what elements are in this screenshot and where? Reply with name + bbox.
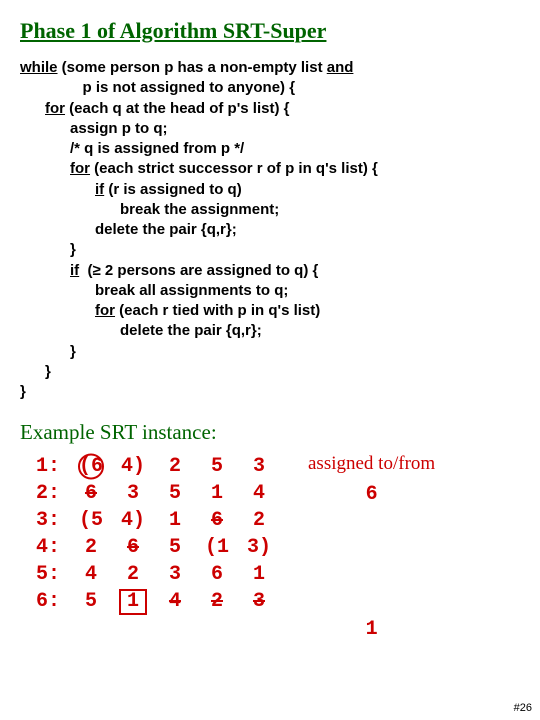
pref-cell: 4 (70, 561, 112, 588)
pref-cell: 3 (238, 453, 280, 480)
assignment-block: assigned to/from 6 1 (308, 453, 435, 643)
pref-cell: 5 (70, 588, 112, 615)
pref-cell: 3 (154, 561, 196, 588)
assignment-value: 6 (308, 481, 435, 508)
pref-cell: 3) (238, 534, 280, 561)
pref-cell: 5 (196, 453, 238, 480)
pref-cell: 2 (196, 588, 238, 615)
code-line: delete the pair {q,r}; (20, 321, 520, 341)
code-line: delete the pair {q,r}; (20, 220, 520, 240)
slide-number: #26 (514, 702, 532, 714)
code-line: assign p to q; (20, 119, 520, 139)
table-row: 4: 265(13) (20, 534, 280, 561)
pref-cell: 3 (112, 480, 154, 507)
pref-cell: 1 (238, 561, 280, 588)
assignment-values: 6 1 (308, 481, 435, 643)
pref-cell: 5 (154, 534, 196, 561)
example-area: 1:(64)2532:635143:(54)1624:265(13)5:4236… (20, 453, 520, 643)
table-row: 2: 63514 (20, 480, 280, 507)
code-line: break all assignments to q; (20, 281, 520, 301)
table-row: 3: (54)162 (20, 507, 280, 534)
pref-cell: (5 (70, 507, 112, 534)
pref-cell: 3 (238, 588, 280, 615)
pref-cell: 4 (238, 480, 280, 507)
code-line: while (some person p has a non-empty lis… (20, 58, 520, 78)
code-line: } (20, 240, 520, 260)
pref-cell: 6 (112, 534, 154, 561)
pref-cell: 4) (112, 507, 154, 534)
pref-cell: (6 (70, 453, 112, 480)
pref-cell: 2 (112, 561, 154, 588)
code-line: for (each r tied with p in q's list) (20, 301, 520, 321)
row-label: 6: (20, 588, 60, 615)
pref-cell: 5 (154, 480, 196, 507)
code-line: } (20, 362, 520, 382)
table-row: 6: 51423 (20, 588, 280, 615)
code-line: for (each strict successor r of p in q's… (20, 159, 520, 179)
table-row: 1: (64)253 (20, 453, 280, 480)
code-line: if (≥ 2 persons are assigned to q) { (20, 261, 520, 281)
assignment-value (308, 589, 435, 616)
table-row: 5: 42361 (20, 561, 280, 588)
pref-cell: 1 (154, 507, 196, 534)
pref-cell: (1 (196, 534, 238, 561)
assignment-value: 1 (308, 616, 435, 643)
assignment-value (308, 562, 435, 589)
code-line: for (each q at the head of p's list) { (20, 99, 520, 119)
pref-cell: 1 (112, 588, 154, 615)
row-label: 1: (20, 453, 60, 480)
assignment-value (308, 508, 435, 535)
code-line: p is not assigned to anyone) { (20, 78, 520, 98)
example-title: Example SRT instance: (20, 420, 520, 445)
pref-cell: 2 (70, 534, 112, 561)
page-title: Phase 1 of Algorithm SRT-Super (20, 18, 520, 44)
pref-cell: 6 (196, 507, 238, 534)
row-label: 3: (20, 507, 60, 534)
pref-cell: 1 (196, 480, 238, 507)
pref-cell: 6 (196, 561, 238, 588)
code-line: } (20, 382, 520, 402)
assignment-header: assigned to/from (308, 453, 435, 475)
code-line: /* q is assigned from p */ (20, 139, 520, 159)
pref-cell: 2 (238, 507, 280, 534)
pseudocode-block: while (some person p has a non-empty lis… (20, 58, 520, 402)
code-line: break the assignment; (20, 200, 520, 220)
row-label: 2: (20, 480, 60, 507)
preference-table: 1:(64)2532:635143:(54)1624:265(13)5:4236… (20, 453, 280, 615)
code-line: if (r is assigned to q) (20, 180, 520, 200)
pref-cell: 4 (154, 588, 196, 615)
pref-cell: 6 (70, 480, 112, 507)
assignment-value (308, 535, 435, 562)
row-label: 5: (20, 561, 60, 588)
pref-cell: 4) (112, 453, 154, 480)
row-label: 4: (20, 534, 60, 561)
code-line: } (20, 342, 520, 362)
pref-cell: 2 (154, 453, 196, 480)
